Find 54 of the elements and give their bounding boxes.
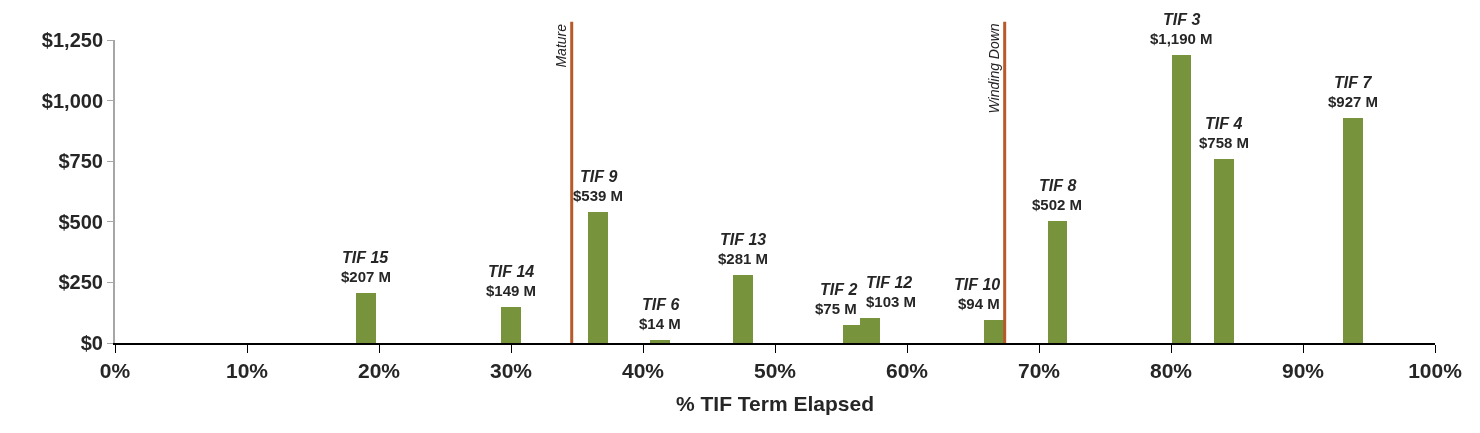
annotation: TIF 13 [720,231,767,248]
bar [1048,221,1067,343]
data-label: $281 M [718,250,769,267]
data-label: $927 M [1328,93,1379,110]
bar [650,340,670,343]
bar [1172,55,1191,343]
annotation: TIF 3 [1163,11,1201,28]
x-tick-label: 10% [225,359,269,383]
bar [733,275,753,343]
annotation: TIF 6 [642,296,680,313]
annotation: TIF 10 [954,276,1001,293]
y-tick-label: $250 [58,271,103,294]
y-tick-label: $500 [58,210,103,233]
y-tick-label: $1,250 [41,29,103,51]
y-tick-label: $1,000 [41,89,103,112]
data-label: $502 M [1032,196,1083,213]
data-label: $1,190 M [1150,30,1213,47]
x-tick-label: 60% [885,359,929,383]
data-label: $94 M [958,295,1000,312]
x-tick-label: 90% [1281,359,1325,383]
x-tick-label: 0% [99,359,131,383]
bar [356,293,376,343]
bar [501,307,521,343]
annotation: TIF 7 [1334,74,1373,91]
data-label: $149 M [486,282,537,299]
annotation: TIF 15 [342,249,390,266]
bar [1343,118,1363,343]
x-tick-label: 50% [753,359,797,383]
data-label: $14 M [639,315,681,332]
ref-line-label: Winding Down [985,23,1002,114]
x-tick-label: 40% [621,359,665,383]
annotation: TIF 2 [820,281,858,298]
annotation: TIF 14 [488,263,535,280]
x-tick-label: 80% [1149,359,1193,383]
x-tick-label: 100% [1408,359,1463,383]
y-tick-label: $750 [58,150,103,173]
data-label: $75 M [815,300,857,317]
y-tick-label: $0 [80,332,103,354]
ref-line-label: Mature [552,23,569,68]
x-tick-label: 20% [357,359,401,383]
bar [984,320,1004,343]
bar [1214,159,1234,343]
x-tick-label: 30% [489,359,533,383]
bar [588,212,608,343]
data-label: $207 M [341,268,392,285]
annotation: TIF 9 [580,168,618,185]
data-label: $758 M [1199,134,1250,151]
data-label: $103 M [866,293,917,310]
data-label: $539 M [573,187,624,204]
annotation: TIF 12 [866,274,913,291]
annotation: TIF 4 [1205,115,1243,132]
annotation: TIF 8 [1039,177,1077,194]
x-tick-label: 70% [1017,359,1061,383]
x-axis-title: % TIF Term Elapsed [676,391,874,415]
